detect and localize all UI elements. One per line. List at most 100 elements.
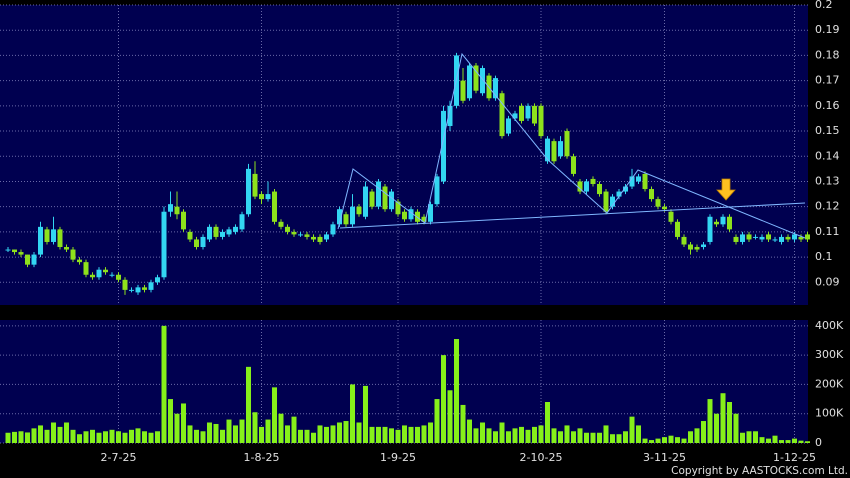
volume-bar	[779, 440, 784, 443]
x-tick-label: 2-7-25	[101, 451, 137, 464]
candle-body	[109, 274, 115, 276]
candle-body	[428, 204, 433, 222]
volume-bar	[278, 413, 284, 443]
candle-body	[447, 105, 453, 127]
volume-bar	[317, 425, 323, 443]
volume-bar	[408, 426, 414, 443]
candle-body	[376, 181, 381, 207]
candle-body	[668, 211, 674, 222]
volume-bar	[636, 425, 641, 443]
volume-bar	[220, 429, 225, 443]
volume-bar	[746, 431, 752, 443]
volume-bar	[623, 431, 628, 443]
x-tick-label: 1-9-25	[380, 451, 416, 464]
volume-bar	[519, 426, 524, 443]
volume-bar	[720, 393, 726, 443]
trend-lines	[337, 52, 806, 239]
volume-bar	[681, 438, 687, 443]
candle-body	[727, 216, 732, 230]
volume-bar	[766, 438, 771, 443]
candle-body	[785, 236, 791, 240]
candle-body	[25, 254, 30, 265]
candle-body	[694, 247, 700, 250]
volume-bar	[655, 438, 661, 443]
volume-bar	[272, 387, 277, 443]
volume-bar	[441, 355, 446, 443]
candle-body	[155, 277, 160, 283]
candle-body	[603, 191, 609, 212]
y-tick-label: 100K	[815, 407, 844, 420]
volume-bar	[428, 422, 433, 443]
candle-body	[551, 141, 557, 162]
candle-body	[103, 269, 108, 273]
candle-body	[226, 229, 232, 235]
volume-bar	[226, 419, 232, 443]
volume-bar	[31, 428, 37, 443]
candle-body	[200, 236, 206, 248]
volume-bar	[610, 434, 615, 443]
y-tick-label: 0.11	[815, 225, 840, 238]
volume-bar	[5, 432, 11, 443]
volume-bar	[473, 428, 479, 443]
candle-body	[395, 201, 401, 215]
volume-bar	[389, 428, 394, 443]
candle-body	[265, 194, 271, 200]
volume-bar	[733, 413, 739, 443]
volume-bar	[454, 339, 459, 443]
volume-bar	[90, 429, 95, 443]
candle-body	[577, 181, 583, 192]
candle-body	[532, 105, 537, 124]
candle-body	[720, 216, 726, 225]
volume-bar	[330, 425, 336, 443]
candle-body	[525, 105, 531, 119]
candle-body	[343, 214, 349, 225]
candle-body	[70, 249, 76, 260]
candle-body	[499, 93, 505, 137]
candle-body	[467, 65, 472, 99]
y-tick-label: 0.17	[815, 74, 840, 87]
volume-bar	[551, 428, 557, 443]
candle-body	[57, 229, 63, 248]
y-tick-label: 0.13	[815, 174, 840, 187]
y-tick-label: 0.19	[815, 23, 840, 36]
candle-body	[304, 234, 310, 237]
volume-bar	[207, 422, 212, 443]
candle-body	[148, 282, 154, 290]
volume-bar	[155, 431, 160, 443]
volume-bar	[798, 440, 804, 443]
volume-bar	[792, 438, 797, 443]
candle-body	[285, 226, 290, 232]
candle-body	[12, 249, 17, 253]
volume-bar	[116, 431, 121, 443]
candle-body	[571, 156, 576, 174]
volume-bar	[545, 402, 550, 443]
candle-body	[441, 110, 446, 182]
volume-bar	[298, 429, 303, 443]
neckline	[339, 202, 806, 229]
candle-body	[298, 234, 303, 236]
volume-bar	[668, 435, 674, 443]
y-tick-label: 200K	[815, 377, 844, 390]
volume-bar	[161, 325, 167, 443]
volume-bar	[662, 437, 667, 443]
volume-bar	[395, 429, 401, 443]
volume-bar	[499, 422, 505, 443]
volume-bar	[64, 422, 69, 443]
candle-body	[220, 231, 225, 237]
candle-body	[135, 287, 141, 293]
trend-line	[337, 52, 806, 239]
volume-bar	[70, 429, 76, 443]
volume-bar	[265, 419, 271, 443]
candle-body	[519, 105, 524, 121]
candle-body	[402, 211, 407, 220]
volume-bar	[785, 440, 791, 443]
candle-body	[675, 221, 680, 237]
x-tick-label: 2-10-25	[520, 451, 563, 464]
candle-body	[564, 131, 570, 157]
volume-bar	[122, 432, 128, 443]
candle-body	[116, 274, 121, 280]
volume-bar	[337, 422, 342, 443]
candle-body	[5, 249, 11, 251]
grid	[0, 4, 808, 444]
